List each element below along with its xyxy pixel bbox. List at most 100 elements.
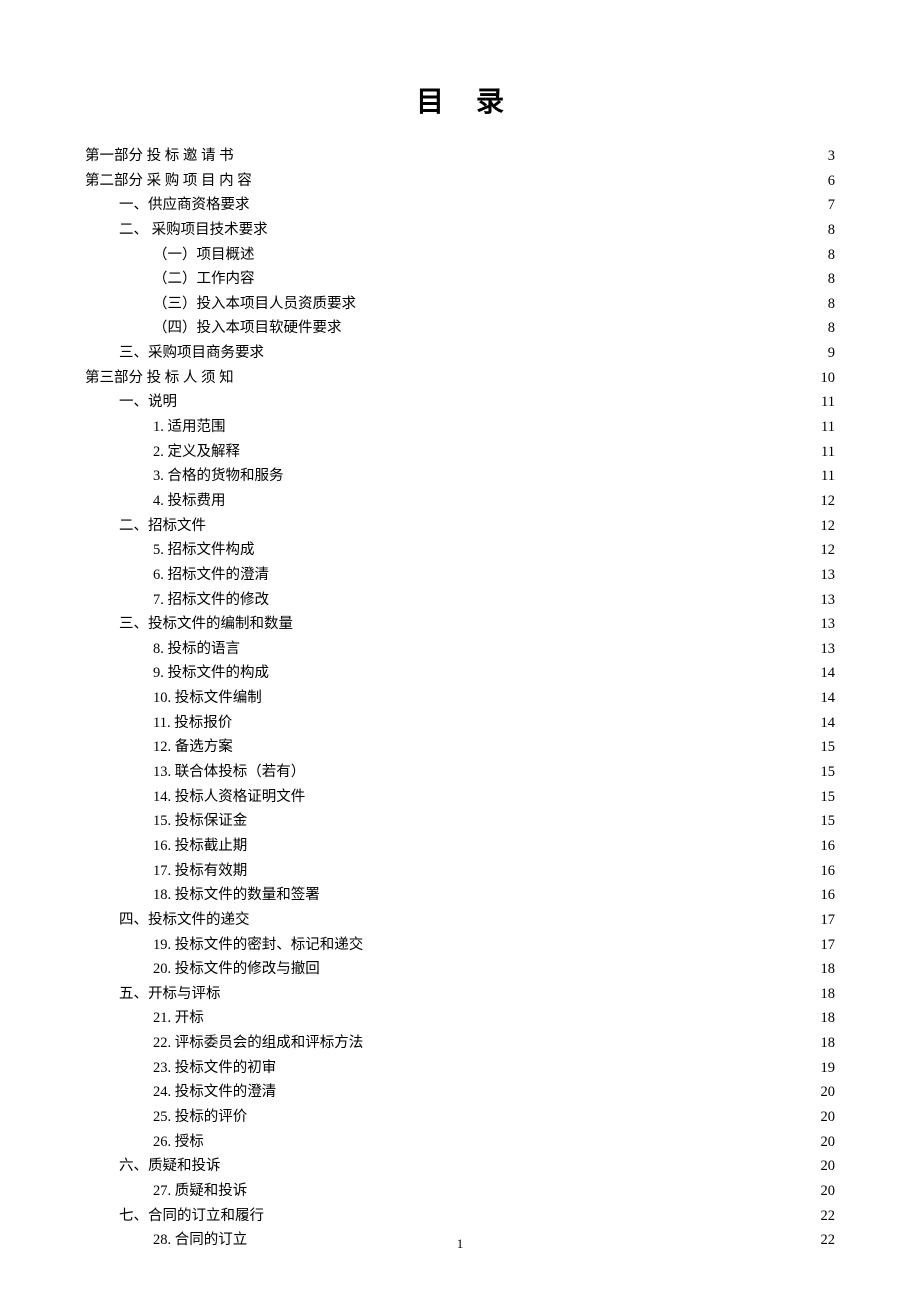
toc-entry: 26. 授标20 <box>85 1130 835 1155</box>
toc-leader-dots <box>236 369 815 382</box>
toc-entry-page: 20 <box>817 1154 835 1179</box>
toc-entry-page: 8 <box>817 218 835 243</box>
toc-entry-label: 第一部分 投 标 邀 请 书 <box>85 144 234 169</box>
toc-entry-label: 18. 投标文件的数量和签署 <box>153 883 320 908</box>
toc-entry-page: 3 <box>817 144 835 169</box>
toc-entry-page: 8 <box>817 243 835 268</box>
toc-entry: 5. 招标文件构成12 <box>85 538 835 563</box>
toc-leader-dots <box>249 812 815 825</box>
toc-entry-page: 10 <box>817 366 835 391</box>
toc-entry-page: 17 <box>817 933 835 958</box>
toc-entry-label: 7. 招标文件的修改 <box>153 588 269 613</box>
toc-entry-label: 七、合同的订立和履行 <box>119 1204 264 1229</box>
toc-leader-dots <box>228 492 816 505</box>
toc-leader-dots <box>278 1083 815 1096</box>
toc-entry: 三、采购项目商务要求9 <box>85 341 835 366</box>
toc-entry-label: 10. 投标文件编制 <box>153 686 262 711</box>
toc-entry-page: 13 <box>817 637 835 662</box>
toc-entry: 二、 采购项目技术要求8 <box>85 218 835 243</box>
toc-entry: （三）投入本项目人员资质要求8 <box>85 292 835 317</box>
toc-leader-dots <box>206 1009 815 1022</box>
toc-leader-dots <box>278 1059 815 1072</box>
toc-entry-label: 9. 投标文件的构成 <box>153 661 269 686</box>
toc-entry: 三、投标文件的编制和数量 13 <box>85 612 835 637</box>
toc-entry: 8. 投标的语言13 <box>85 637 835 662</box>
toc-leader-dots <box>206 1133 815 1146</box>
toc-entry: 第一部分 投 标 邀 请 书 3 <box>85 144 835 169</box>
toc-entry: 20. 投标文件的修改与撤回18 <box>85 957 835 982</box>
toc-leader-dots <box>271 664 815 677</box>
toc-entry: 4. 投标费用 12 <box>85 489 835 514</box>
toc-leader-dots <box>242 443 815 456</box>
toc-entry-label: 26. 授标 <box>153 1130 204 1155</box>
toc-entry-page: 20 <box>817 1080 835 1105</box>
toc-entry: 21. 开标 18 <box>85 1006 835 1031</box>
toc-entry: 2. 定义及解释11 <box>85 440 835 465</box>
toc-entry-label: 12. 备选方案 <box>153 735 233 760</box>
toc-entry-page: 7 <box>817 193 835 218</box>
toc-entry: （一）项目概述8 <box>85 243 835 268</box>
toc-leader-dots <box>322 886 815 899</box>
toc-entry-page: 19 <box>817 1056 835 1081</box>
toc-entry: 14. 投标人资格证明文件 15 <box>85 785 835 810</box>
toc-entry-page: 11 <box>817 440 835 465</box>
toc-leader-dots <box>358 295 815 308</box>
toc-leader-dots <box>307 763 815 776</box>
toc-entry-page: 13 <box>817 612 835 637</box>
toc-entry-page: 15 <box>817 735 835 760</box>
toc-entry-page: 8 <box>817 292 835 317</box>
toc-entry: 23. 投标文件的初审 19 <box>85 1056 835 1081</box>
toc-leader-dots <box>307 788 815 801</box>
toc-leader-dots <box>266 1207 815 1220</box>
toc-leader-dots <box>234 714 815 727</box>
toc-entry: 七、合同的订立和履行 22 <box>85 1204 835 1229</box>
toc-entry-label: 25. 投标的评价 <box>153 1105 247 1130</box>
toc-leader-dots <box>242 640 815 653</box>
toc-entry-label: 三、投标文件的编制和数量 <box>119 612 293 637</box>
toc-entry-page: 14 <box>817 686 835 711</box>
toc-entry: 9. 投标文件的构成 14 <box>85 661 835 686</box>
toc-entry-label: 21. 开标 <box>153 1006 204 1031</box>
toc-entry-label: 四、投标文件的递交 <box>119 908 250 933</box>
toc-entry-label: 23. 投标文件的初审 <box>153 1056 276 1081</box>
toc-entry-page: 11 <box>817 390 835 415</box>
toc-leader-dots <box>252 911 816 924</box>
toc-leader-dots <box>223 1157 816 1170</box>
toc-leader-dots <box>208 517 815 530</box>
toc-entry-page: 8 <box>817 316 835 341</box>
page-title: 目录 <box>85 80 835 120</box>
toc-entry-page: 12 <box>817 489 835 514</box>
toc-entry-label: 20. 投标文件的修改与撤回 <box>153 957 320 982</box>
toc-entry-label: 6. 招标文件的澄清 <box>153 563 269 588</box>
toc-entry-page: 18 <box>817 1006 835 1031</box>
toc-entry: 16. 投标截止期16 <box>85 834 835 859</box>
toc-leader-dots <box>236 147 815 160</box>
toc-entry-page: 11 <box>817 464 835 489</box>
toc-entry: 五、开标与评标18 <box>85 982 835 1007</box>
toc-entry-label: 14. 投标人资格证明文件 <box>153 785 305 810</box>
toc-leader-dots <box>270 221 815 234</box>
toc-entry-page: 15 <box>817 785 835 810</box>
toc-entry-page: 12 <box>817 538 835 563</box>
toc-entry: 10. 投标文件编制 14 <box>85 686 835 711</box>
toc-entry-page: 15 <box>817 809 835 834</box>
toc-entry-label: （二）工作内容 <box>153 267 255 292</box>
toc-entry: 12. 备选方案 15 <box>85 735 835 760</box>
toc-entry: （二）工作内容8 <box>85 267 835 292</box>
toc-leader-dots <box>179 393 815 406</box>
toc-entry-label: （四）投入本项目软硬件要求 <box>153 316 342 341</box>
toc-leader-dots <box>249 1182 815 1195</box>
toc-leader-dots <box>235 738 815 751</box>
toc-leader-dots <box>266 344 815 357</box>
toc-leader-dots <box>257 541 816 554</box>
toc-entry: 6. 招标文件的澄清13 <box>85 563 835 588</box>
toc-entry-label: 19. 投标文件的密封、标记和递交 <box>153 933 363 958</box>
toc-leader-dots <box>254 172 815 185</box>
toc-entry: 25. 投标的评价20 <box>85 1105 835 1130</box>
toc-entry-page: 22 <box>817 1204 835 1229</box>
toc-leader-dots <box>322 960 815 973</box>
toc-entry-page: 18 <box>817 982 835 1007</box>
toc-entry-page: 14 <box>817 661 835 686</box>
toc-entry: 四、投标文件的递交17 <box>85 908 835 933</box>
toc-entry-label: 4. 投标费用 <box>153 489 226 514</box>
